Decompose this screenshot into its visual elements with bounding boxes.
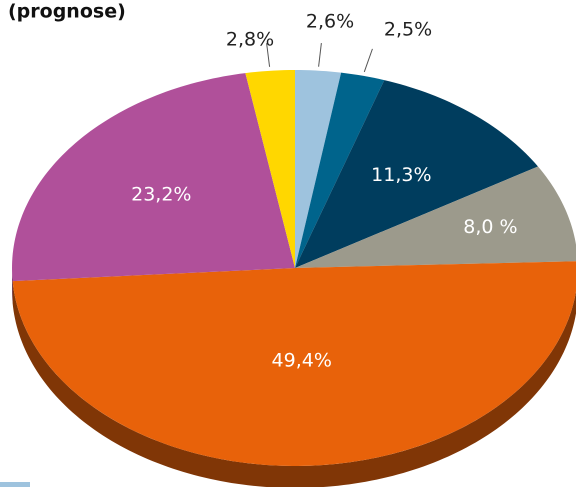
- pie-slice: [295, 72, 385, 269]
- data-label: 2,6%: [306, 11, 354, 33]
- pie-slice: [12, 261, 576, 466]
- data-label: 2,8%: [226, 29, 274, 51]
- chart-title: (prognose): [8, 1, 126, 23]
- pie-slice: [295, 80, 538, 268]
- data-label: 11,3%: [371, 164, 431, 186]
- pie-slice: [295, 166, 576, 268]
- leader-line: [266, 43, 271, 67]
- decoration: [0, 482, 30, 487]
- pie-slice: [295, 70, 342, 268]
- leader-line: [363, 48, 373, 73]
- pie-slice: [12, 73, 296, 282]
- pie-side: [12, 268, 13, 304]
- data-label: 23,2%: [131, 183, 191, 205]
- data-label: 2,5%: [384, 19, 432, 41]
- data-label: 49,4%: [272, 349, 332, 371]
- data-label: 8,0 %: [463, 216, 517, 238]
- pie-slice: [245, 70, 295, 268]
- leader-line: [318, 42, 322, 67]
